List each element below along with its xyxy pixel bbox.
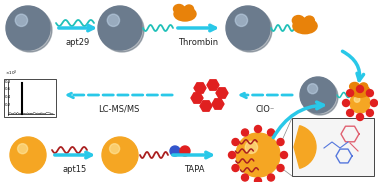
Text: apt15: apt15 [63,165,87,174]
Circle shape [180,146,190,156]
Circle shape [350,93,370,113]
Circle shape [107,14,119,26]
Circle shape [280,151,288,159]
Circle shape [242,174,248,181]
Circle shape [342,100,350,106]
Circle shape [242,129,248,136]
Ellipse shape [293,18,317,34]
Circle shape [268,174,274,181]
Circle shape [347,90,353,97]
Circle shape [235,14,248,26]
Circle shape [366,90,373,97]
Ellipse shape [174,5,184,13]
Polygon shape [207,80,219,90]
Polygon shape [191,93,203,103]
Circle shape [356,86,364,92]
Text: $\times10^3$: $\times10^3$ [5,69,17,78]
Ellipse shape [184,5,194,13]
Polygon shape [216,88,228,98]
Circle shape [228,8,272,52]
Circle shape [277,165,284,171]
Circle shape [228,151,235,159]
Text: 0.8: 0.8 [5,80,11,84]
Circle shape [10,137,46,173]
Polygon shape [200,101,212,111]
Circle shape [254,177,262,182]
Wedge shape [294,126,316,168]
Ellipse shape [359,83,368,90]
Text: ClO⁻: ClO⁻ [256,105,275,114]
Circle shape [366,109,373,116]
Circle shape [268,129,274,136]
FancyBboxPatch shape [292,118,374,176]
Circle shape [226,6,270,50]
Text: 0.4: 0.4 [5,95,11,99]
Text: TAPA: TAPA [184,165,204,174]
Ellipse shape [350,85,370,97]
Circle shape [17,144,28,154]
Text: 0.2: 0.2 [5,102,11,106]
Circle shape [354,97,360,102]
Ellipse shape [304,16,314,25]
Ellipse shape [292,15,304,25]
Circle shape [277,139,284,145]
Circle shape [15,14,28,26]
Text: LC-MS/MS: LC-MS/MS [98,105,139,114]
Circle shape [110,144,120,154]
Circle shape [245,141,257,153]
Circle shape [8,8,52,52]
Circle shape [232,165,239,171]
Circle shape [6,6,50,50]
Circle shape [98,6,142,50]
Circle shape [308,84,318,94]
Circle shape [232,139,239,145]
Ellipse shape [350,82,359,91]
Circle shape [236,133,280,177]
FancyBboxPatch shape [4,79,56,117]
Text: 0.6: 0.6 [5,88,11,92]
Circle shape [300,77,336,113]
Circle shape [347,109,353,116]
Text: Thrombin: Thrombin [178,38,218,47]
Polygon shape [212,99,224,109]
Circle shape [370,100,378,106]
Circle shape [100,8,144,52]
Circle shape [356,114,364,120]
Text: apt29: apt29 [66,38,90,47]
Circle shape [102,137,138,173]
Circle shape [254,126,262,132]
Polygon shape [194,83,206,93]
Circle shape [170,146,180,156]
Ellipse shape [174,7,196,21]
Circle shape [302,79,338,115]
